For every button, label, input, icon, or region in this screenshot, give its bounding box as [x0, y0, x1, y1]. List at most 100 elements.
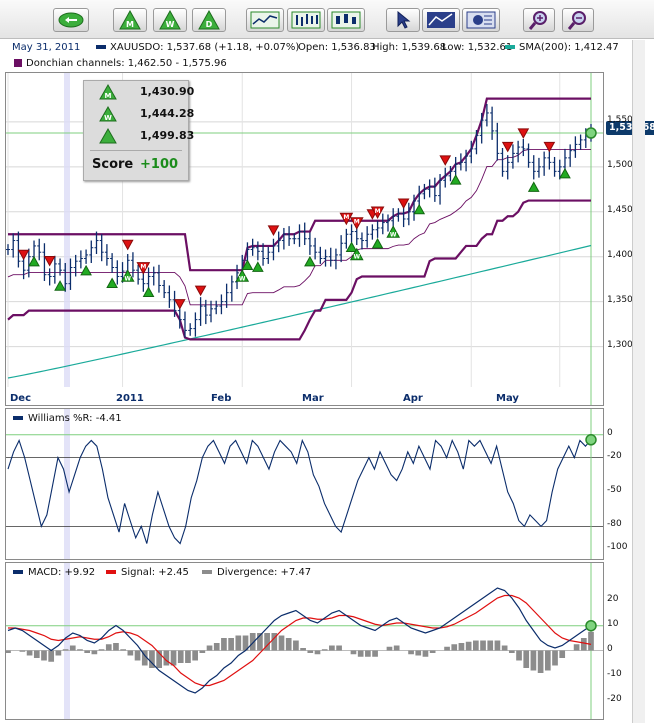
williams-last-marker	[585, 434, 597, 446]
labeled-signal-marker	[370, 206, 385, 220]
y-tick-label: 1,400	[607, 249, 633, 260]
williams-tick-label: 0	[607, 427, 613, 438]
donchian-swatch	[14, 59, 22, 67]
score-label: Score	[92, 157, 134, 172]
williams-line	[7, 438, 592, 545]
y-tick-label: 1,350	[607, 294, 633, 305]
divergence-bar	[465, 641, 472, 651]
w-signal-letter: W	[104, 114, 112, 122]
sell-signal-marker	[439, 155, 452, 166]
divergence-bar	[91, 650, 98, 655]
zoom-in-button[interactable]	[523, 8, 555, 32]
x-tick-label: Dec	[10, 393, 31, 404]
labeled-signal-marker	[349, 247, 364, 261]
divergence-bar	[444, 646, 450, 651]
divergence-bar	[336, 645, 342, 651]
macd-chart[interactable]: MACD: +9.92 Signal: +2.45 Divergence: +7.4…	[5, 563, 603, 719]
buy-signal-marker	[449, 174, 462, 185]
low-label: Low: 1,532.61	[442, 42, 513, 53]
signal-label: M	[375, 208, 381, 215]
y-tick-label: 1,450	[607, 204, 633, 215]
d-arrow-icon: D	[198, 10, 220, 30]
divergence-bar	[192, 650, 198, 661]
y-tick-label: 1,550	[607, 114, 633, 125]
date-label: May 31, 2011	[12, 42, 81, 53]
divergence-bar	[300, 648, 306, 651]
weekly-button[interactable]: W	[153, 8, 187, 32]
sma-swatch	[505, 45, 515, 49]
divergence-bar	[530, 650, 537, 671]
divergence-bar	[329, 645, 335, 651]
divergence-bar	[508, 650, 515, 653]
divergence-bar	[149, 650, 155, 668]
score-value: +100	[140, 157, 179, 172]
sma-line	[7, 244, 592, 379]
signal-label: W	[353, 254, 360, 261]
macd-tick-label: -20	[607, 693, 622, 704]
macd-panel: MACD: +9.92 Signal: +2.45 Divergence: +7.4…	[5, 562, 604, 720]
divergence-bar	[113, 643, 119, 651]
buy-signal-marker	[241, 259, 254, 271]
divergence-bar	[285, 638, 292, 651]
divergence-bar	[134, 650, 141, 661]
scrollbar[interactable]	[632, 40, 645, 723]
labeled-signal-marker	[349, 217, 364, 230]
divergence-bar	[580, 638, 587, 651]
line-chart-button[interactable]	[246, 8, 284, 32]
macd-legend-swatch	[13, 570, 23, 574]
divergence-bar	[170, 650, 177, 666]
chat-icon	[58, 12, 84, 28]
ohlc-chart-button[interactable]	[287, 8, 325, 32]
divergence-bar	[185, 650, 191, 663]
macd-legend-swatch	[106, 570, 116, 574]
zoom-out-button[interactable]	[562, 8, 594, 32]
buy-signal-marker	[142, 286, 155, 297]
draw-button[interactable]	[422, 8, 460, 32]
buy-signal-marker	[80, 264, 92, 276]
last-price-marker	[585, 127, 597, 139]
divergence-bar	[242, 635, 249, 651]
cursor-button[interactable]	[386, 8, 420, 32]
williams-chart[interactable]: Williams %R: -4.41	[6, 409, 603, 559]
buy-signal-marker	[559, 167, 571, 179]
divergence-bar	[221, 638, 227, 651]
macd-legend-label: Signal: +2.45	[121, 567, 189, 578]
w-signal-icon: W	[99, 105, 117, 122]
divergence-bar	[365, 650, 371, 657]
profile-button[interactable]	[462, 8, 500, 32]
divergence-bar	[293, 640, 299, 651]
m-label: M	[126, 20, 134, 29]
macd-tick-label: 0	[607, 643, 613, 654]
divergence-bar	[98, 649, 105, 651]
divergence-bar	[235, 635, 242, 651]
labeled-signal-marker	[386, 225, 401, 238]
score-box: M 1,430.90 W 1,444.28 1,499.83 Score +10…	[83, 80, 194, 181]
buy-signal-marker	[371, 237, 384, 249]
candle-chart-button[interactable]	[327, 8, 365, 32]
toolbar: M W D	[0, 0, 654, 39]
signal-label: W	[390, 231, 397, 238]
labeled-signal-marker	[136, 262, 151, 275]
sell-signal-marker	[194, 285, 207, 297]
daily-button[interactable]: D	[192, 8, 226, 32]
divergence-bar	[156, 650, 162, 668]
divergence-bar	[257, 633, 263, 651]
divergence-bar	[228, 638, 234, 651]
sma-text: SMA(200): 1,412.47	[519, 42, 619, 53]
w-arrow-icon: W	[159, 10, 181, 30]
divergence-bar	[314, 650, 321, 655]
sell-signal-marker	[501, 141, 514, 153]
monthly-button[interactable]: M	[113, 8, 147, 32]
buy-signal-marker	[304, 255, 316, 267]
d-signal-icon	[99, 127, 117, 144]
divergence-bar	[472, 640, 479, 651]
divergence-bar	[559, 650, 566, 658]
sell-signal-marker	[17, 249, 30, 261]
chat-button[interactable]	[53, 8, 89, 32]
sell-signal-marker	[543, 141, 556, 153]
symbol-legend: XAUUSDO: 1,537.68 (+1.18, +0.07%)	[96, 42, 299, 53]
divergence-bar	[163, 650, 170, 666]
divergence-bar	[321, 649, 328, 651]
buy-signal-marker	[413, 203, 426, 215]
